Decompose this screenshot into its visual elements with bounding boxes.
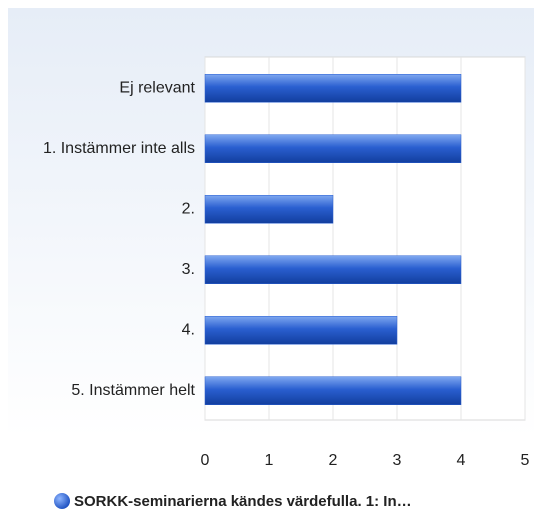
x-tick-label: 1 [265, 452, 274, 469]
plot-area [204, 56, 526, 421]
x-tick-label: 0 [201, 452, 210, 469]
x-tick-label: 3 [393, 452, 402, 469]
y-tick-label: 5. Instämmer helt [71, 382, 195, 399]
y-tick-label: 2. [182, 200, 195, 217]
y-tick-label: 1. Instämmer inte alls [43, 140, 195, 157]
x-tick-label: 2 [329, 452, 338, 469]
bar [204, 195, 334, 224]
y-tick-label: 4. [182, 321, 195, 338]
y-tick-label: Ej relevant [119, 79, 195, 96]
legend-marker [54, 493, 70, 509]
bar [204, 316, 398, 345]
legend-label: SORKK-seminarierna kändes värdefulla. 1:… [74, 493, 412, 510]
bar [204, 376, 462, 405]
bar [204, 255, 462, 284]
y-tick-label: 3. [182, 261, 195, 278]
x-tick-label: 4 [457, 452, 466, 469]
bar [204, 134, 462, 163]
bar [204, 74, 462, 103]
x-tick-label: 5 [521, 452, 530, 469]
